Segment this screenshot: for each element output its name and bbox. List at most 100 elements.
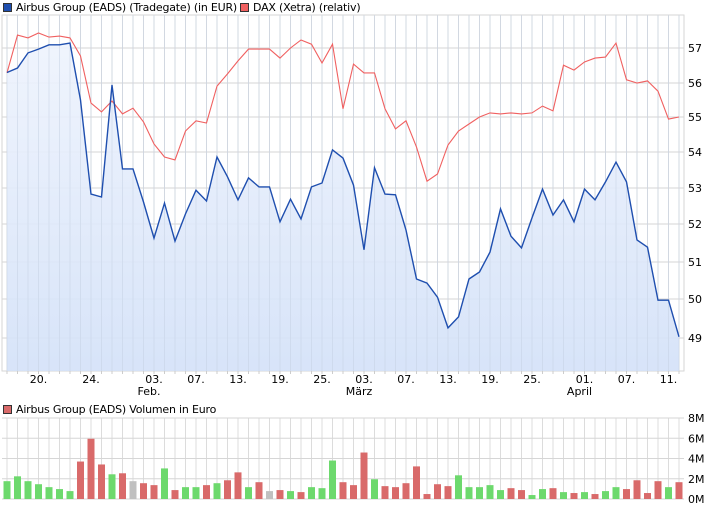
x-axis-label: 07. <box>618 373 636 386</box>
volume-y-axis-label: 4M <box>688 453 705 466</box>
volume-bar <box>371 479 378 499</box>
legend-label-volume: Airbus Group (EADS) Volumen in Euro <box>16 403 217 416</box>
x-axis-label: 03. <box>145 373 163 386</box>
volume-bar <box>35 484 42 499</box>
legend-airbus: Airbus Group (EADS) (Tradegate) (in EUR) <box>3 1 237 14</box>
x-axis-label: 19. <box>481 373 499 386</box>
x-axis-label: 01. <box>576 373 594 386</box>
volume-bar <box>213 483 221 499</box>
x-axis-label: 20. <box>30 373 48 386</box>
volume-bar <box>119 473 126 499</box>
volume-bar <box>56 489 63 499</box>
volume-y-axis-label: 6M <box>688 432 705 445</box>
volume-bar <box>161 468 168 499</box>
volume-bar <box>549 488 557 499</box>
volume-bar <box>392 487 399 499</box>
x-axis-label: 03. <box>355 373 373 386</box>
volume-bar <box>224 480 231 499</box>
x-axis-label: 13. <box>229 373 247 386</box>
x-axis-label: 07. <box>397 373 415 386</box>
volume-bar <box>129 481 137 499</box>
volume-y-axis-label: 0M <box>688 493 705 506</box>
x-axis-month-label: März <box>346 385 373 398</box>
volume-bar <box>560 492 567 499</box>
volume-bar <box>297 492 305 499</box>
volume-bar <box>402 483 410 499</box>
volume-bar <box>308 487 315 499</box>
legend-label-airbus: Airbus Group (EADS) (Tradegate) (in EUR) <box>16 1 238 14</box>
x-axis-label: 11. <box>660 373 678 386</box>
legend-label-dax: DAX (Xetra) (relativ) <box>253 1 361 14</box>
volume-bar <box>66 491 74 499</box>
x-axis-label: 24. <box>82 373 100 386</box>
volume-bar <box>192 487 200 499</box>
x-axis-label: 25. <box>313 373 331 386</box>
y-axis-label: 57 <box>688 42 702 55</box>
volume-bar <box>329 460 336 499</box>
volume-bar <box>591 494 599 499</box>
legend-volume: Airbus Group (EADS) Volumen in Euro <box>3 403 216 416</box>
volume-bar <box>581 492 588 499</box>
y-axis-label: 55 <box>688 111 702 124</box>
legend-swatch-volume <box>3 405 12 414</box>
volume-bar <box>497 490 504 499</box>
x-axis-month-label: April <box>567 385 592 398</box>
volume-bar <box>339 482 347 499</box>
volume-bar <box>182 487 189 499</box>
y-axis-label: 50 <box>688 293 702 306</box>
volume-bar <box>245 487 252 499</box>
volume-bar <box>612 487 620 499</box>
volume-bar <box>486 485 494 499</box>
volume-bar <box>570 493 578 499</box>
volume-bar <box>203 485 210 499</box>
volume-bar <box>350 485 357 499</box>
volume-bar <box>140 483 147 499</box>
volume-bar <box>623 489 630 499</box>
volume-bar <box>360 452 368 499</box>
volume-bar <box>3 481 11 499</box>
volume-bar <box>444 486 452 499</box>
volume-y-axis-label: 2M <box>688 473 705 486</box>
volume-y-axis-label: 8M <box>688 412 705 425</box>
y-axis-label: 54 <box>688 146 702 159</box>
volume-bar <box>528 495 536 499</box>
volume-bar <box>518 490 525 499</box>
x-axis-label: 19. <box>271 373 289 386</box>
volume-bar <box>633 480 641 499</box>
volume-bar <box>150 485 158 499</box>
volume-bar <box>423 494 431 499</box>
volume-bar <box>654 481 662 499</box>
volume-bar <box>465 487 473 499</box>
volume-bar <box>665 487 672 499</box>
x-axis-label: 13. <box>439 373 457 386</box>
x-axis-label: 25. <box>523 373 541 386</box>
volume-bar <box>413 466 420 499</box>
volume-bar <box>108 474 116 499</box>
y-axis-label: 56 <box>688 77 702 90</box>
y-axis-label: 51 <box>688 256 702 269</box>
volume-bar <box>24 481 32 499</box>
dax-line <box>6 32 680 183</box>
volume-bar <box>287 491 294 499</box>
y-axis-label: 49 <box>688 332 702 345</box>
volume-bar <box>14 476 21 499</box>
legend-swatch-airbus <box>3 3 12 12</box>
x-axis-label: 07. <box>187 373 205 386</box>
y-axis-label: 53 <box>688 182 702 195</box>
volume-bar <box>476 487 483 499</box>
volume-bar <box>539 489 546 499</box>
volume-bar <box>318 488 326 499</box>
volume-bar <box>255 482 263 499</box>
volume-bar <box>507 488 515 499</box>
volume-bar <box>602 491 609 499</box>
legend-dax: DAX (Xetra) (relativ) <box>240 1 361 14</box>
volume-bar <box>87 438 95 499</box>
volume-bar <box>266 491 273 499</box>
volume-bar <box>77 461 84 499</box>
legend-swatch-dax <box>240 3 249 12</box>
volume-bar <box>381 486 389 499</box>
volume-bar <box>98 464 105 499</box>
volume-bar <box>434 484 441 499</box>
volume-bar <box>455 475 462 499</box>
